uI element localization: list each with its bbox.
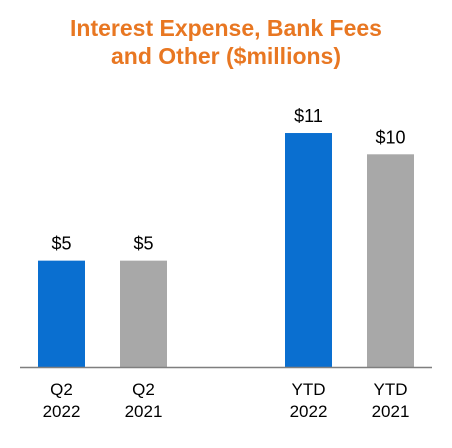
data-label-3: $10 [375, 127, 405, 147]
x-tick-label-0-line-1: Q2 [50, 380, 73, 399]
data-label-group: $5 $5 $11 $10 [51, 106, 405, 254]
chart-title: Interest Expense, Bank Fees and Other ($… [0, 14, 452, 70]
x-tick-label-2-line-1: YTD [292, 380, 326, 399]
chart-title-line-2: and Other ($millions) [110, 43, 342, 69]
x-tick-label-group: Q2 2022 Q2 2021 YTD 2022 YTD 2021 [43, 380, 410, 421]
bar-1 [120, 260, 167, 367]
data-label-2: $11 [294, 106, 323, 126]
x-tick-label-2-line-2: 2022 [290, 402, 328, 421]
bar-3 [367, 154, 414, 367]
bar-group [38, 133, 414, 367]
bar-2 [285, 133, 332, 367]
data-label-0: $5 [51, 234, 71, 254]
x-tick-label-0-line-2: 2022 [43, 402, 81, 421]
x-tick-label-1-line-1: Q2 [132, 380, 155, 399]
chart-title-line-1: Interest Expense, Bank Fees [70, 15, 382, 41]
x-tick-label-3-line-2: 2021 [372, 402, 410, 421]
x-tick-label-3-line-1: YTD [374, 380, 408, 399]
x-tick-label-1-line-2: 2021 [125, 402, 163, 421]
bar-0 [38, 260, 85, 367]
data-label-1: $5 [133, 234, 153, 254]
